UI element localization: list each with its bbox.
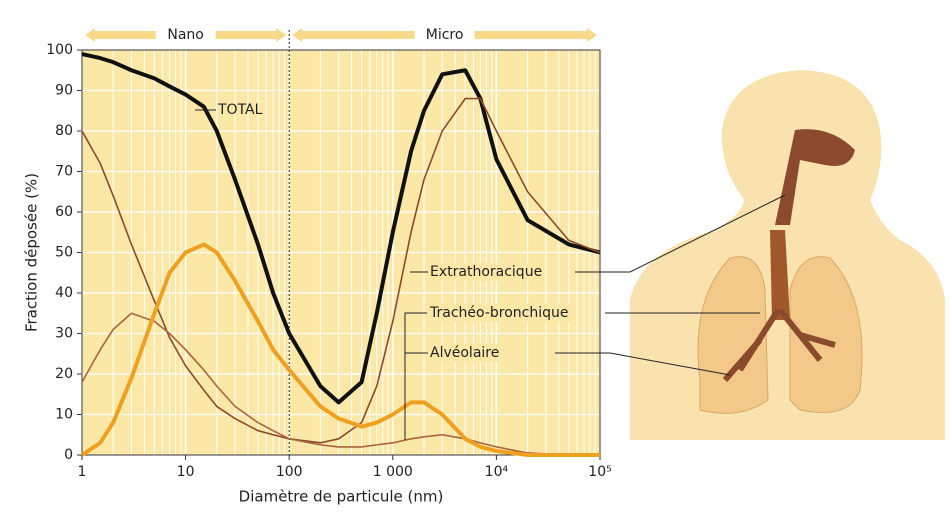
band-label: Nano (167, 27, 204, 43)
series-line (81, 312, 600, 456)
y-tick-label: 10 (55, 407, 73, 423)
leader-line (410, 194, 786, 273)
y-tick-label: 0 (64, 447, 73, 463)
series-line (81, 97, 601, 444)
y-tick-label: 100 (46, 42, 73, 58)
y-tick-label: 30 (55, 326, 73, 342)
y-tick-label: 60 (55, 204, 73, 220)
x-tick-label: 10⁴ (485, 464, 509, 480)
y-tick-label: 80 (55, 123, 73, 139)
leader-line (404, 352, 731, 440)
x-tick-label: 1 000 (373, 464, 413, 480)
y-tick-label: 70 (55, 164, 73, 180)
series-label: Extrathoracique (430, 264, 542, 280)
x-tick-label: 10⁵ (588, 464, 611, 480)
series-label: TOTAL (217, 102, 263, 118)
series-label-bg (427, 304, 571, 322)
series-line (80, 242, 600, 457)
band-label-bg (155, 26, 216, 44)
y-tick-label: 40 (55, 285, 73, 301)
band-label-bg (414, 26, 475, 44)
y-tick-label: 50 (55, 245, 73, 261)
series-label: Trachéo-bronchique (429, 305, 569, 321)
illustration (630, 70, 945, 440)
x-tick-label: 1 (78, 464, 87, 480)
series-line (81, 52, 601, 405)
series-label-bg (428, 344, 502, 362)
x-tick-label: 100 (276, 464, 303, 480)
series-label-bg (428, 263, 545, 281)
y-axis-label: Fraction déposée (%) (23, 173, 41, 332)
series-label: Alvéolaire (430, 345, 499, 361)
x-tick-label: 10 (177, 464, 195, 480)
y-tick-label: 20 (55, 366, 73, 382)
x-axis-label: Diamètre de particule (nm) (239, 488, 444, 506)
band-label: Micro (426, 27, 464, 43)
y-tick-label: 90 (55, 83, 73, 99)
